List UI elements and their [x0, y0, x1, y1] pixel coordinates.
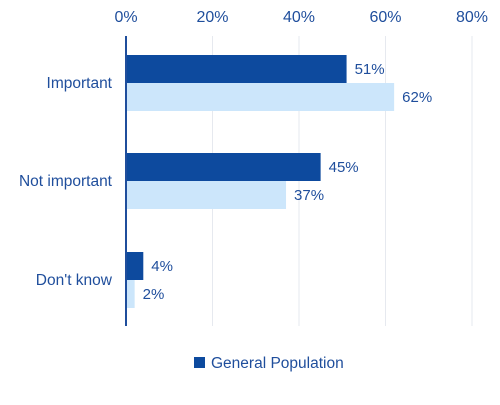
x-tick-label: 60% [369, 9, 401, 26]
legend-swatch-general-population [194, 357, 205, 368]
category-label: Important [47, 75, 113, 92]
category-labels: Important Not important Don't know [19, 75, 113, 289]
bar [126, 252, 144, 280]
x-tick-label: 20% [196, 9, 228, 26]
bars: 51% 62% 45% 37% 4% 2% [126, 55, 432, 308]
bar [126, 83, 395, 111]
bar [126, 153, 321, 181]
bar [126, 55, 347, 83]
data-label: 51% [355, 61, 385, 78]
legend: General Population [194, 355, 344, 372]
x-tick-label: 40% [283, 9, 315, 26]
category-label: Don't know [36, 272, 113, 289]
data-label: 2% [143, 286, 165, 303]
x-axis-ticks: 0% 20% 40% 60% 80% [114, 9, 488, 26]
data-label: 4% [151, 258, 173, 275]
bar [126, 181, 287, 209]
x-tick-label: 0% [114, 9, 137, 26]
x-tick-label: 80% [456, 9, 488, 26]
bar [126, 280, 135, 308]
legend-label-general-population: General Population [211, 355, 344, 372]
data-label: 45% [329, 159, 359, 176]
category-label: Not important [19, 173, 113, 190]
data-label: 62% [402, 89, 432, 106]
data-label: 37% [294, 187, 324, 204]
